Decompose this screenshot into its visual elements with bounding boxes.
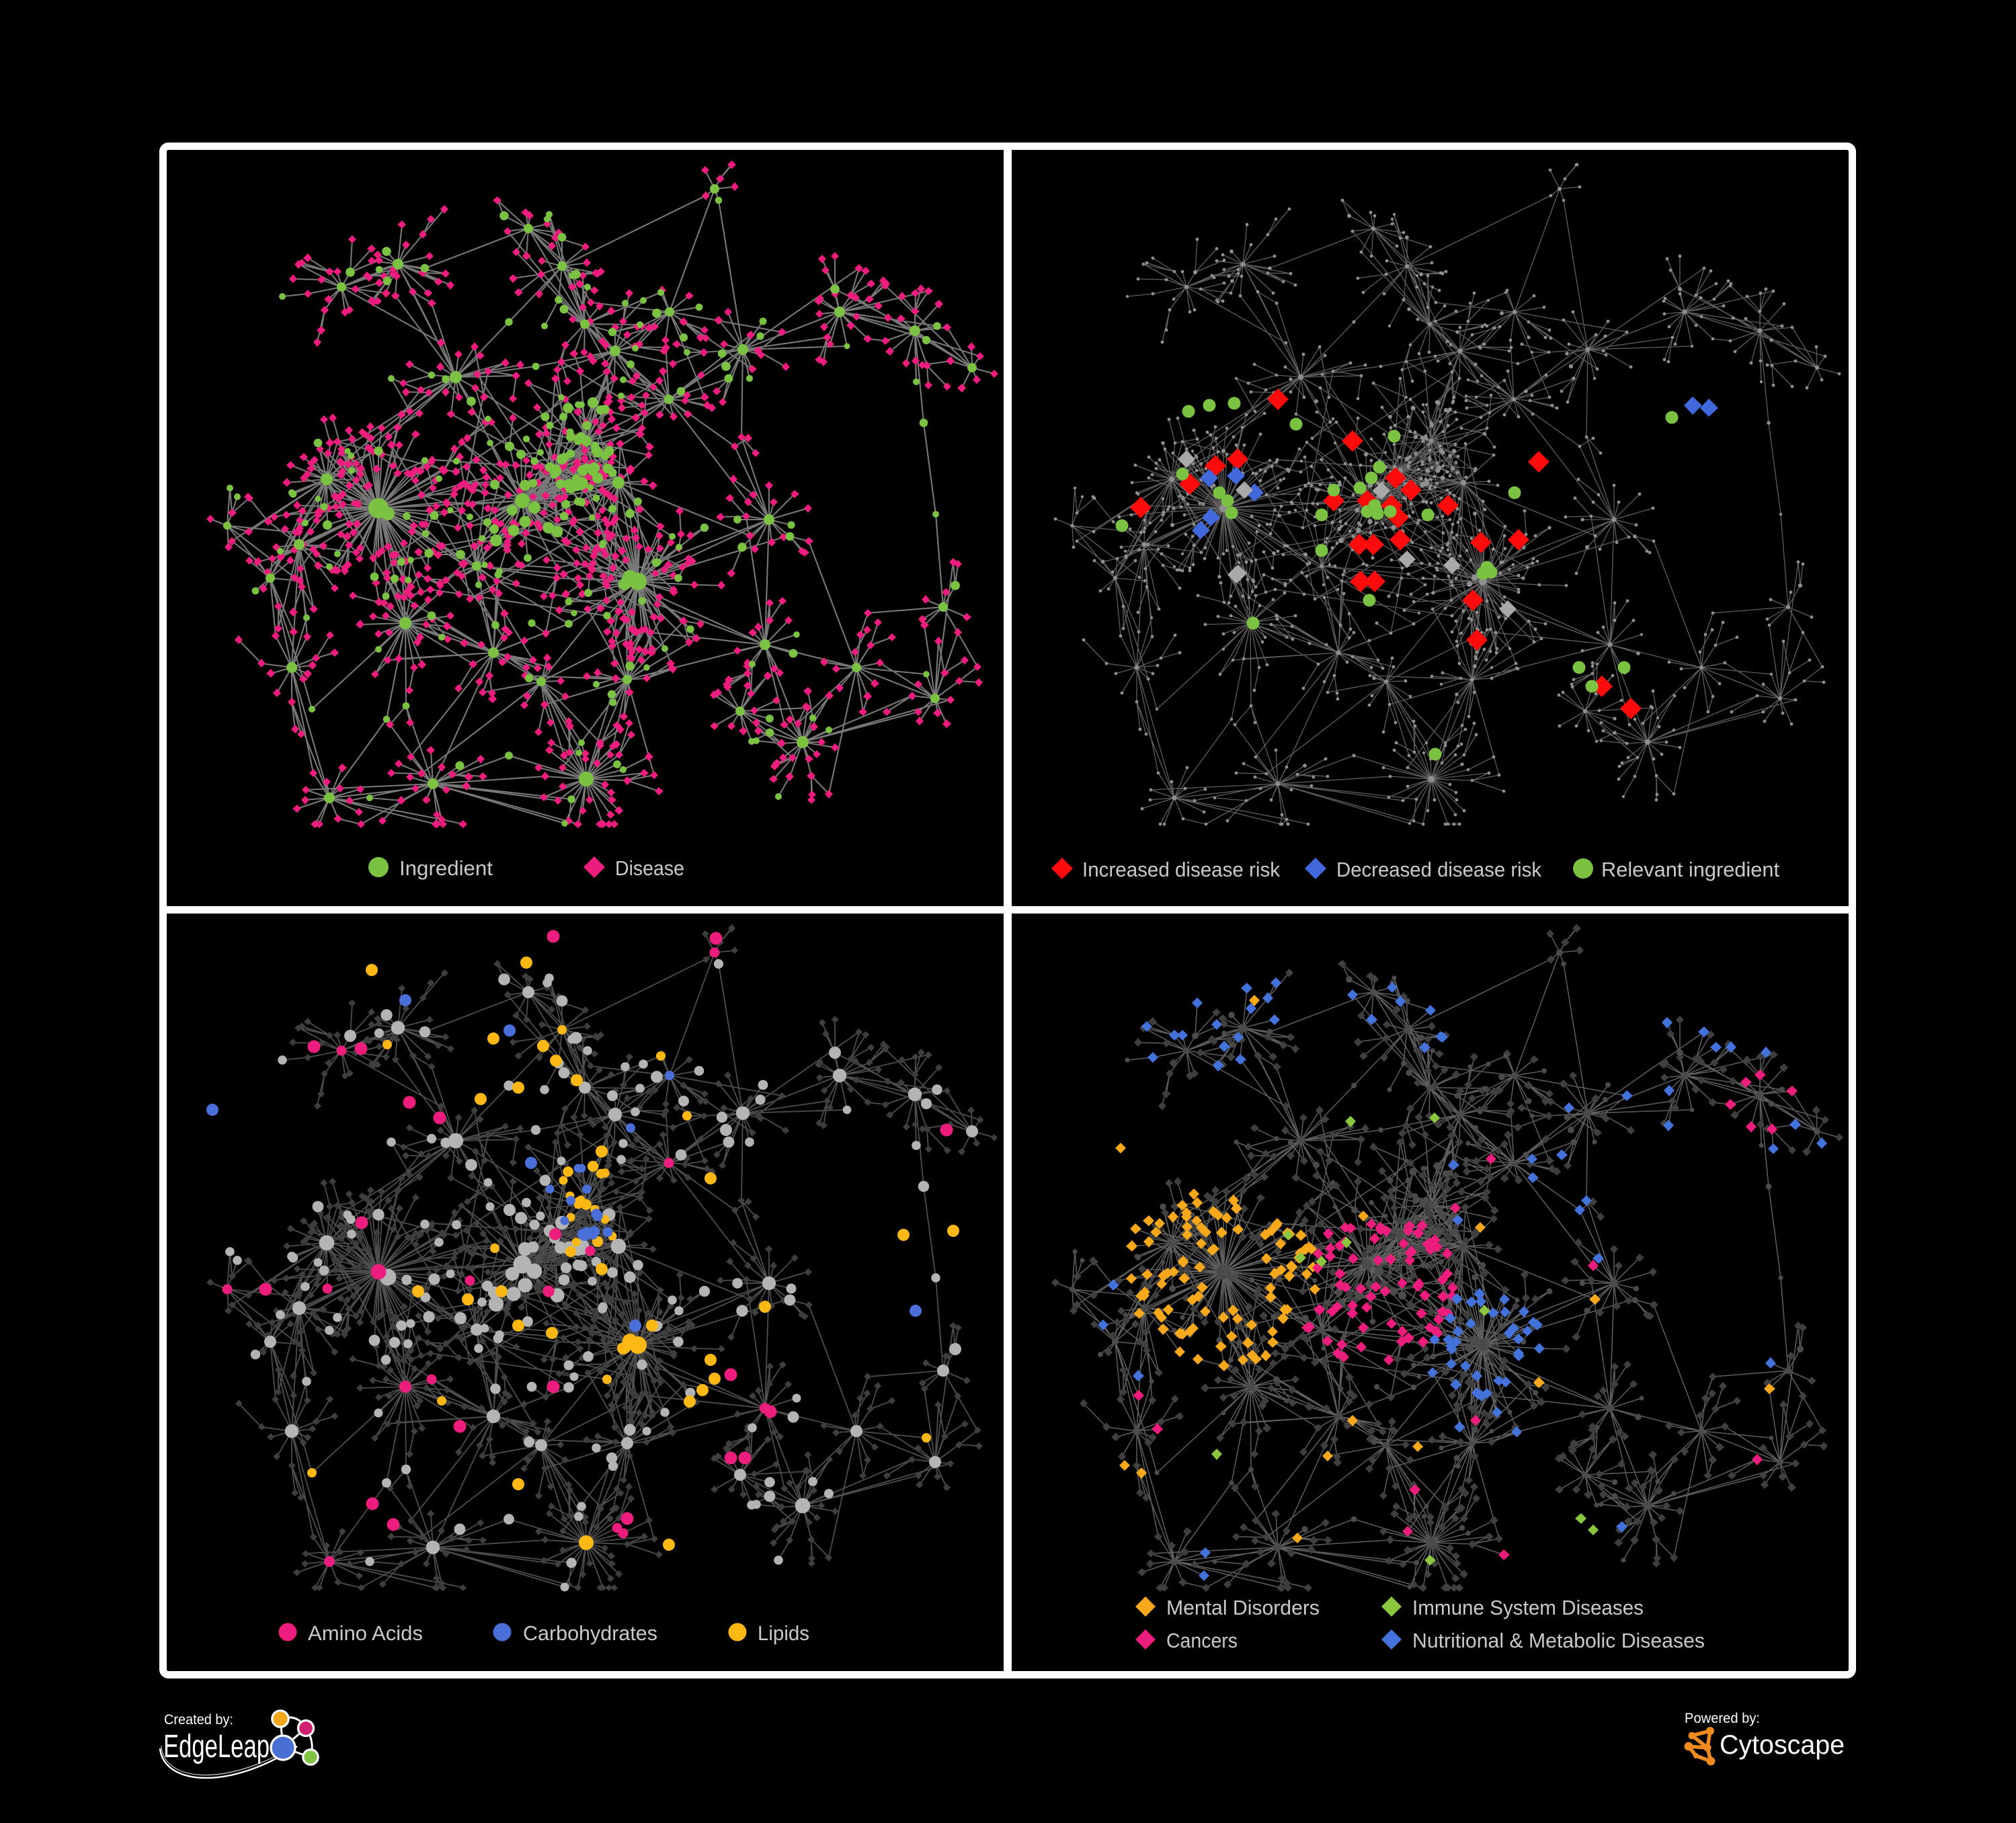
svg-text:Cytoscape: Cytoscape [1720,1730,1845,1760]
svg-text:Immune System Diseases: Immune System Diseases [1412,1596,1644,1619]
svg-text:Decreased disease risk: Decreased disease risk [1336,858,1541,881]
svg-text:Lipids: Lipids [758,1621,809,1645]
svg-text:Amino Acids: Amino Acids [308,1621,423,1645]
svg-text:Created by:: Created by: [164,1712,233,1728]
svg-text:Powered by:: Powered by: [1685,1711,1760,1726]
svg-text:Increased disease risk: Increased disease risk [1082,858,1280,881]
svg-text:EdgeLeap: EdgeLeap [163,1729,270,1765]
svg-text:Relevant ingredient: Relevant ingredient [1601,858,1779,881]
svg-text:Nutritional & Metabolic Diseas: Nutritional & Metabolic Diseases [1412,1629,1705,1652]
svg-text:Cancers: Cancers [1166,1629,1238,1652]
svg-text:Disease: Disease [615,856,684,880]
svg-text:Carbohydrates: Carbohydrates [523,1621,657,1645]
svg-text:Ingredient: Ingredient [399,856,493,880]
svg-text:Mental Disorders: Mental Disorders [1166,1596,1320,1619]
